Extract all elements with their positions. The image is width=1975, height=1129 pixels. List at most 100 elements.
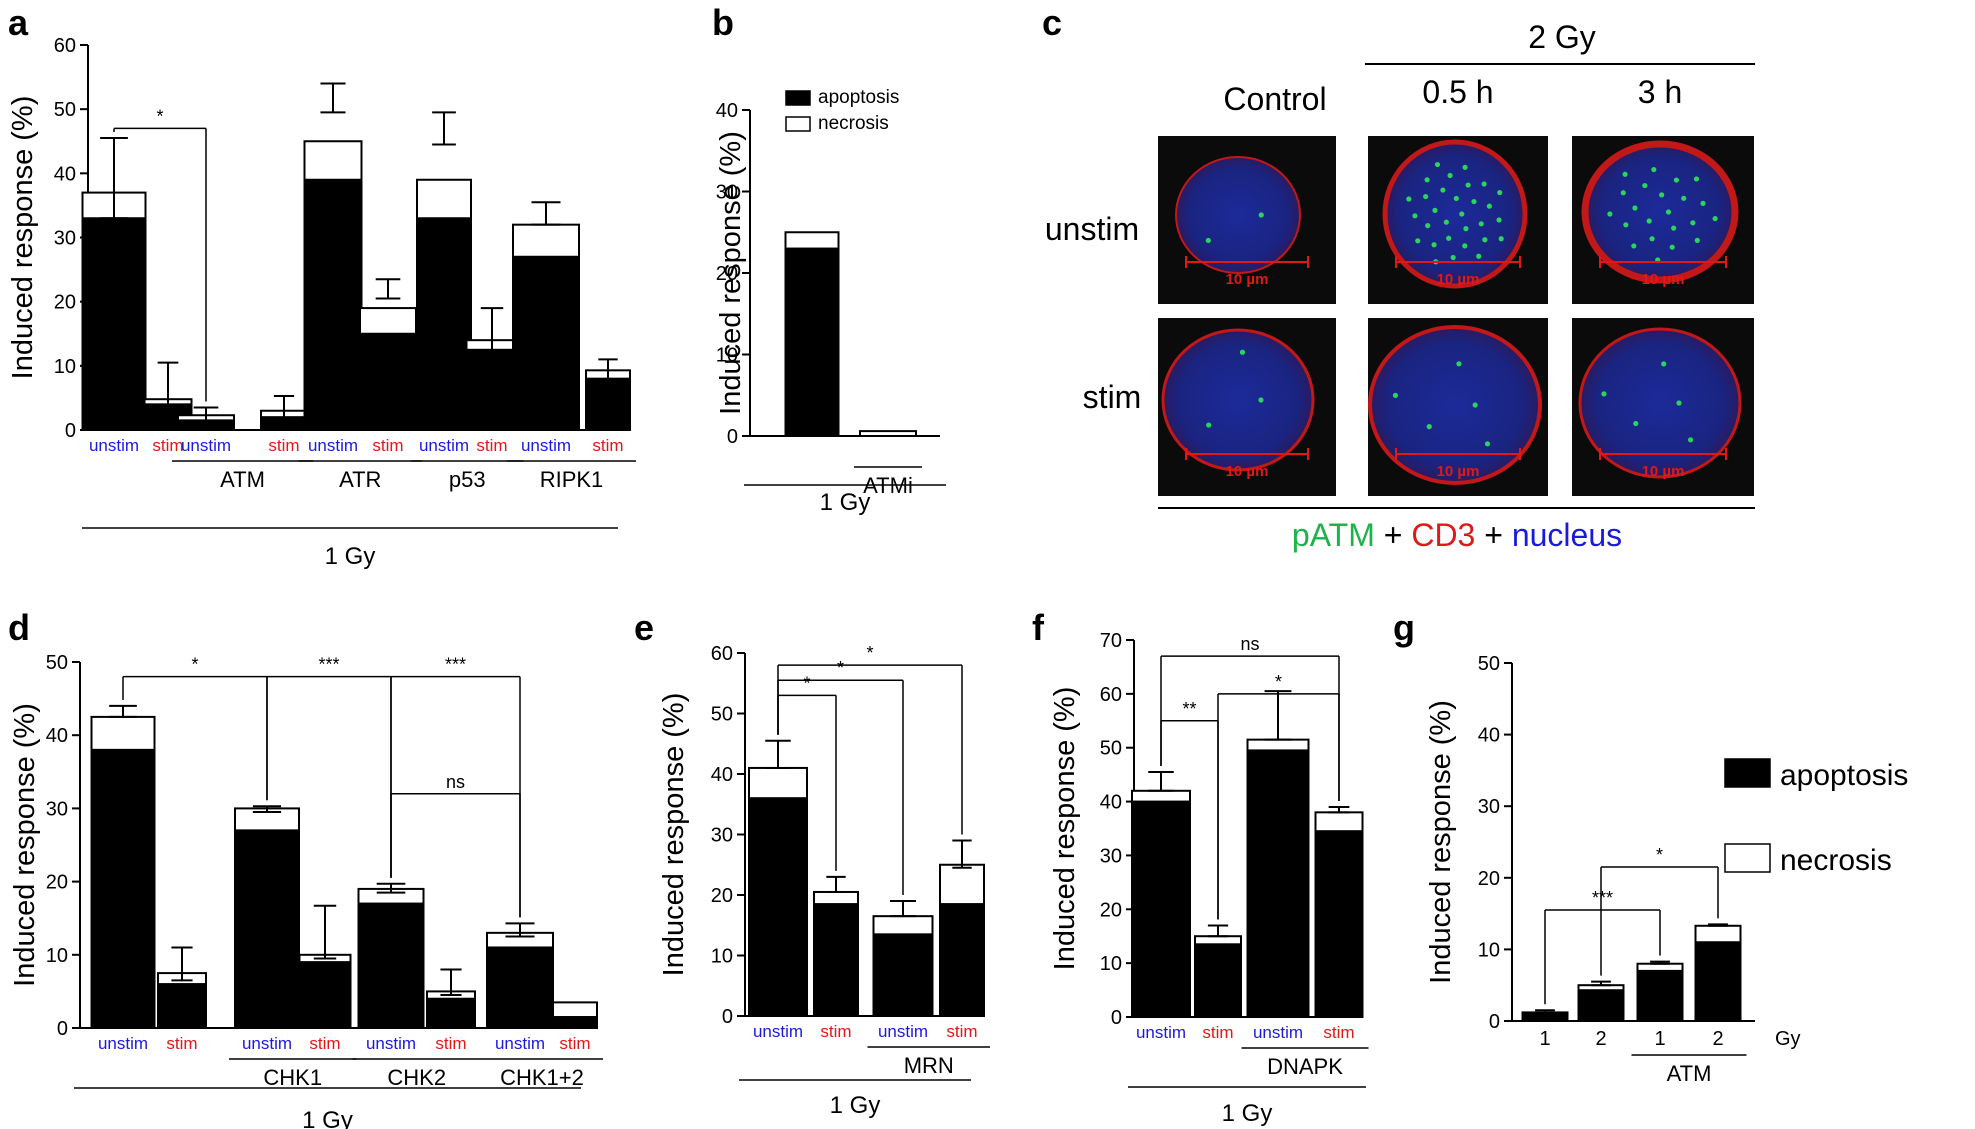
- micro-pATM-dot: [1432, 207, 1438, 213]
- y-axis-label: Induced response (%): [9, 703, 41, 987]
- micro-row-stim: stim: [1083, 379, 1142, 415]
- x-tick-label: stim: [1323, 1023, 1354, 1042]
- panel-label-g: g: [1393, 607, 1415, 648]
- micro-pATM-dot: [1693, 176, 1700, 182]
- bar-apoptosis: [748, 797, 808, 1018]
- x-tick-label: stim: [559, 1034, 590, 1053]
- micro-pATM-dot: [1687, 437, 1694, 443]
- micro-pATM-dot: [1622, 171, 1628, 177]
- sig-label: *: [866, 643, 873, 663]
- bar-necrosis: [303, 140, 363, 181]
- scale-bar-label: 10 µm: [1226, 271, 1269, 288]
- panel-label-b: b: [712, 2, 734, 43]
- x-tick-label: unstim: [753, 1022, 803, 1041]
- y-tick-label: 40: [1478, 725, 1500, 747]
- micro-pATM-dot: [1415, 238, 1421, 244]
- legend-swatch: [1724, 758, 1771, 788]
- panel-label-e: e: [634, 607, 654, 648]
- scale-bar-label: 10 µm: [1642, 271, 1685, 288]
- panel-label-c: c: [1042, 2, 1062, 43]
- micro-pATM-dot: [1456, 361, 1462, 367]
- y-tick-label: 60: [54, 35, 76, 57]
- x-tick-label: unstim: [98, 1034, 148, 1053]
- x-tick-label: stim: [166, 1034, 197, 1053]
- bar-apoptosis: [357, 902, 425, 1029]
- y-tick-label: 30: [711, 825, 733, 847]
- treatment-label: 1 Gy: [820, 489, 871, 516]
- micro-tile: 10 µm: [1158, 318, 1336, 496]
- bar-apoptosis: [1246, 749, 1310, 1019]
- x-tick-label: stim: [1202, 1023, 1233, 1042]
- bar-necrosis: [859, 430, 917, 437]
- bar-apoptosis: [1694, 941, 1742, 1022]
- micro-pATM-dot: [1392, 392, 1399, 398]
- micro-pATM-dot: [1681, 195, 1687, 201]
- bar-necrosis: [416, 178, 472, 220]
- micro-pATM-dot: [1459, 211, 1465, 217]
- micro-pATM-dot: [1496, 217, 1502, 223]
- legend-swatch: [785, 116, 811, 132]
- panel-label-d: d: [8, 607, 30, 648]
- y-tick-label: 60: [711, 643, 733, 665]
- micro-pATM-dot: [1620, 190, 1626, 196]
- bar-apoptosis: [1521, 1012, 1569, 1023]
- legend-label: apoptosis: [1780, 759, 1908, 792]
- y-tick-label: 70: [1100, 630, 1122, 652]
- bar-necrosis: [1314, 811, 1364, 833]
- bar-necrosis: [939, 863, 985, 906]
- bar-necrosis: [872, 915, 934, 936]
- y-axis-label: Induced response (%): [1049, 687, 1081, 971]
- treatment-label: 1 Gy: [302, 1107, 353, 1129]
- x-tick-label: 1: [1654, 1028, 1665, 1050]
- micro-tile: 10 µm: [1572, 136, 1754, 304]
- micro-tile: 10 µm: [1158, 136, 1336, 304]
- y-tick-label: 40: [54, 163, 76, 185]
- y-tick-label: 40: [1100, 792, 1122, 814]
- bar-apoptosis: [1577, 989, 1625, 1022]
- bar-apoptosis: [426, 997, 476, 1029]
- y-tick-label: 20: [711, 885, 733, 907]
- micro-pATM-dot: [1607, 211, 1613, 217]
- micro-pATM-dot: [1471, 198, 1477, 205]
- treatment-label: 1 Gy: [1222, 1100, 1273, 1127]
- micro-pATM-dot: [1205, 237, 1211, 244]
- x-tick-label: unstim: [521, 436, 571, 455]
- micro-pATM-dot: [1633, 420, 1639, 427]
- micro-tile: 10 µm: [1368, 136, 1548, 304]
- sig-label: *: [191, 655, 198, 675]
- micro-col-control: Control: [1223, 81, 1326, 117]
- micro-cell: [1578, 327, 1742, 479]
- sig-label: *: [1275, 672, 1282, 692]
- micro-pATM-dot: [1425, 223, 1431, 229]
- micro-cell: [1382, 139, 1528, 289]
- scale-bar-label: 10 µm: [1437, 463, 1480, 480]
- micro-pATM-dot: [1258, 212, 1264, 218]
- sig-label: ns: [446, 772, 465, 792]
- y-tick-label: 30: [716, 182, 738, 204]
- micro-pATM-dot: [1423, 193, 1429, 200]
- micro-pATM-dot: [1665, 209, 1672, 215]
- micro-pATM-dot: [1484, 441, 1491, 447]
- y-axis-label: Induced response (%): [1425, 700, 1457, 984]
- micro-pATM-dot: [1463, 226, 1469, 232]
- x-tick-label: stim: [435, 1034, 466, 1053]
- x-tick-label: stim: [592, 436, 623, 455]
- micro-col-0-5h: 0.5 h: [1422, 74, 1493, 110]
- bar-necrosis: [512, 223, 580, 258]
- y-tick-label: 20: [716, 263, 738, 285]
- sig-label: **: [1182, 699, 1196, 719]
- micro-legend-nucleus: nucleus: [1512, 517, 1622, 553]
- micro-title: 2 Gy: [1528, 19, 1596, 55]
- y-tick-label: 20: [1100, 899, 1122, 921]
- group-label: MRN: [904, 1053, 954, 1078]
- micro-pATM-dot: [1434, 161, 1441, 168]
- x-tick-label: unstim: [308, 436, 358, 455]
- micro-legend-pATM: pATM: [1292, 517, 1375, 553]
- bar-apoptosis: [1314, 830, 1364, 1019]
- x-tick-label: stim: [372, 436, 403, 455]
- y-axis-label: Induced response (%): [715, 131, 747, 415]
- panel-label-f: f: [1032, 607, 1045, 648]
- micro-pATM-dot: [1651, 166, 1657, 173]
- micro-pATM-dot: [1623, 222, 1629, 228]
- sig-label: *: [803, 673, 810, 693]
